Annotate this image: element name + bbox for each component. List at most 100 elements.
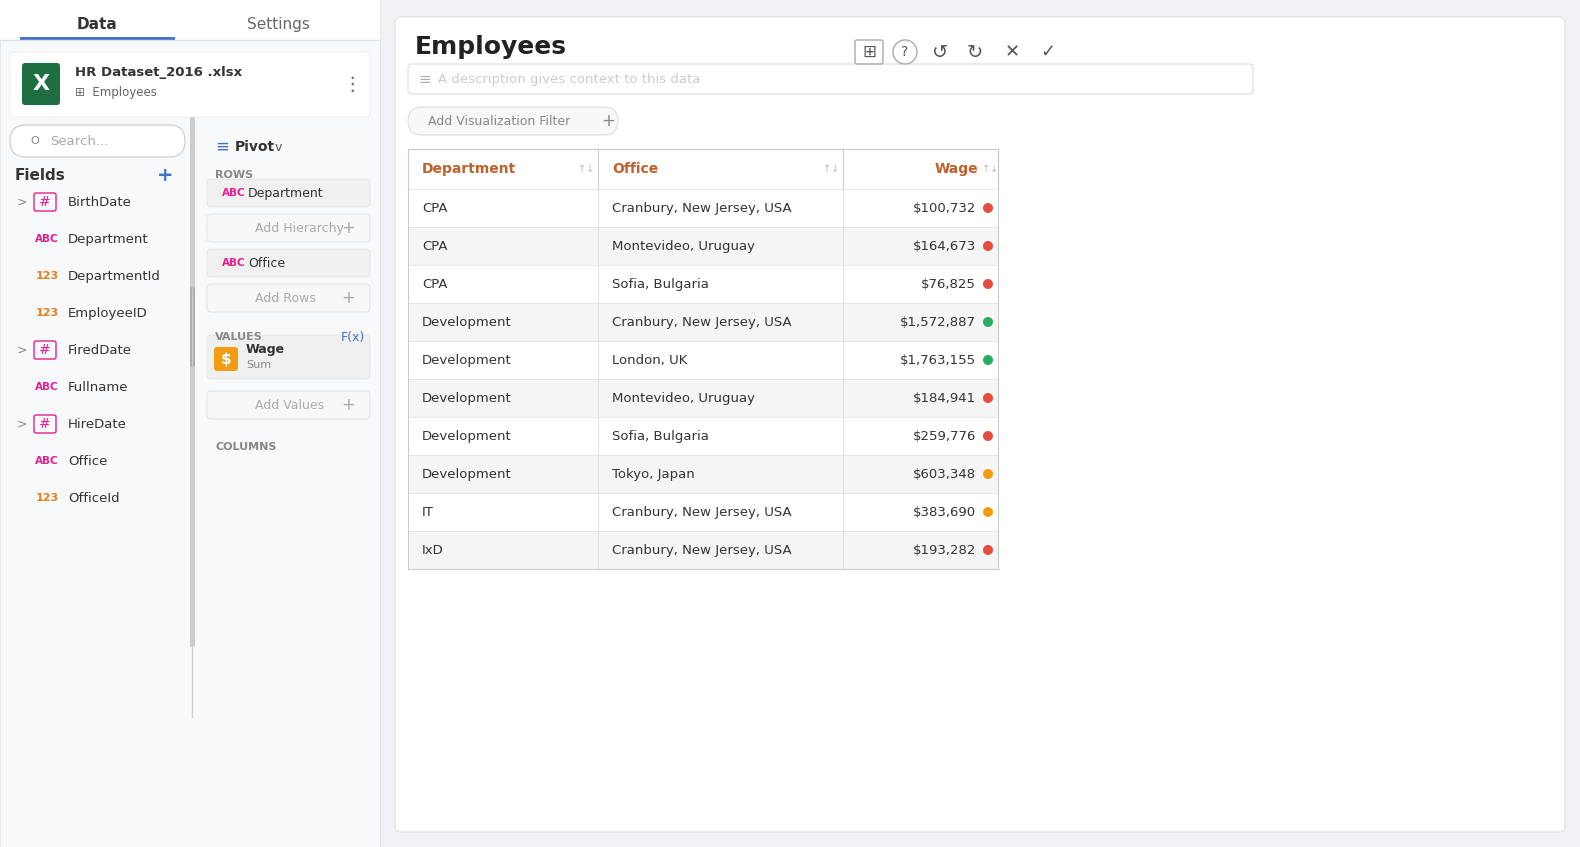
Bar xyxy=(21,37,175,40)
Circle shape xyxy=(983,355,992,365)
FancyBboxPatch shape xyxy=(395,17,1566,832)
Text: $259,776: $259,776 xyxy=(913,429,976,442)
FancyBboxPatch shape xyxy=(207,335,370,379)
Text: Add Rows: Add Rows xyxy=(254,291,316,305)
Text: HR Dataset_2016 .xlsx: HR Dataset_2016 .xlsx xyxy=(74,65,242,79)
Text: +: + xyxy=(341,289,356,307)
Bar xyxy=(408,303,999,341)
Text: +: + xyxy=(156,165,174,185)
Text: ✕: ✕ xyxy=(1005,43,1019,61)
Text: $1,763,155: $1,763,155 xyxy=(901,353,976,367)
Text: O: O xyxy=(30,136,40,146)
Text: ≡: ≡ xyxy=(419,71,431,86)
Text: DepartmentId: DepartmentId xyxy=(68,269,161,283)
Text: Wage: Wage xyxy=(246,342,284,356)
Text: Fullname: Fullname xyxy=(68,380,128,394)
Text: $603,348: $603,348 xyxy=(913,468,976,480)
Text: Development: Development xyxy=(422,429,512,442)
Text: #: # xyxy=(40,195,51,209)
Text: BirthDate: BirthDate xyxy=(68,196,131,208)
Text: #: # xyxy=(40,343,51,357)
Text: $383,690: $383,690 xyxy=(913,506,976,518)
Text: Development: Development xyxy=(422,353,512,367)
Text: OfficeId: OfficeId xyxy=(68,491,120,505)
Bar xyxy=(408,227,999,265)
Text: Pivot: Pivot xyxy=(235,140,275,154)
Text: +: + xyxy=(341,396,356,414)
Text: Cranbury, New Jersey, USA: Cranbury, New Jersey, USA xyxy=(611,202,792,214)
Text: CPA: CPA xyxy=(422,240,447,252)
Text: ?: ? xyxy=(901,45,908,59)
Text: ABC: ABC xyxy=(223,258,245,268)
Text: FiredDate: FiredDate xyxy=(68,344,133,357)
Text: EmployeeID: EmployeeID xyxy=(68,307,149,319)
Text: Department: Department xyxy=(68,232,149,246)
Text: London, UK: London, UK xyxy=(611,353,687,367)
Text: ≡: ≡ xyxy=(215,138,229,156)
Text: IT: IT xyxy=(422,506,434,518)
Bar xyxy=(408,189,999,227)
Bar xyxy=(408,265,999,303)
Text: Cranbury, New Jersey, USA: Cranbury, New Jersey, USA xyxy=(611,506,792,518)
Text: ↑↓: ↑↓ xyxy=(981,164,999,174)
Text: ⋮: ⋮ xyxy=(343,75,362,93)
Text: Development: Development xyxy=(422,391,512,405)
Text: ABC: ABC xyxy=(223,188,245,198)
Text: 123: 123 xyxy=(35,271,58,281)
Text: Department: Department xyxy=(248,186,324,200)
Text: Montevideo, Uruguay: Montevideo, Uruguay xyxy=(611,240,755,252)
Circle shape xyxy=(983,279,992,289)
Text: >: > xyxy=(17,196,27,208)
Circle shape xyxy=(983,317,992,327)
Text: $: $ xyxy=(221,352,231,367)
FancyBboxPatch shape xyxy=(207,284,370,312)
Text: Sum: Sum xyxy=(246,360,272,370)
Text: Office: Office xyxy=(68,455,107,468)
Text: CPA: CPA xyxy=(422,202,447,214)
Text: F(x): F(x) xyxy=(341,330,365,344)
Circle shape xyxy=(983,393,992,403)
Text: A description gives context to this data: A description gives context to this data xyxy=(438,73,700,86)
Text: ABC: ABC xyxy=(35,382,58,392)
FancyBboxPatch shape xyxy=(408,64,1253,94)
Text: Add Hierarchy: Add Hierarchy xyxy=(254,222,344,235)
Text: Settings: Settings xyxy=(246,16,310,31)
Text: Fields: Fields xyxy=(14,168,66,182)
Bar xyxy=(408,379,999,417)
Text: Montevideo, Uruguay: Montevideo, Uruguay xyxy=(611,391,755,405)
Text: >: > xyxy=(17,344,27,357)
FancyBboxPatch shape xyxy=(213,347,239,371)
FancyBboxPatch shape xyxy=(207,179,370,207)
Text: CPA: CPA xyxy=(422,278,447,291)
Text: 123: 123 xyxy=(35,493,58,503)
Text: Sofia, Bulgaria: Sofia, Bulgaria xyxy=(611,429,709,442)
Text: Sofia, Bulgaria: Sofia, Bulgaria xyxy=(611,278,709,291)
Text: ROWS: ROWS xyxy=(215,170,253,180)
Circle shape xyxy=(983,241,992,251)
Text: Cranbury, New Jersey, USA: Cranbury, New Jersey, USA xyxy=(611,544,792,556)
Bar xyxy=(382,0,1580,847)
Text: $193,282: $193,282 xyxy=(913,544,976,556)
Text: +: + xyxy=(341,219,356,237)
Text: ↺: ↺ xyxy=(932,42,948,62)
Text: #: # xyxy=(40,417,51,431)
Text: Cranbury, New Jersey, USA: Cranbury, New Jersey, USA xyxy=(611,315,792,329)
Text: HireDate: HireDate xyxy=(68,418,126,430)
Text: $184,941: $184,941 xyxy=(913,391,976,405)
Text: 123: 123 xyxy=(35,308,58,318)
Text: VALUES: VALUES xyxy=(215,332,262,342)
Circle shape xyxy=(983,203,992,213)
FancyBboxPatch shape xyxy=(207,391,370,419)
Circle shape xyxy=(983,469,992,479)
Text: Office: Office xyxy=(611,162,659,176)
Bar xyxy=(0,0,381,40)
Text: $100,732: $100,732 xyxy=(913,202,976,214)
Text: $76,825: $76,825 xyxy=(921,278,976,291)
Bar xyxy=(408,493,999,531)
Text: $164,673: $164,673 xyxy=(913,240,976,252)
FancyBboxPatch shape xyxy=(190,117,194,647)
Circle shape xyxy=(983,431,992,441)
FancyBboxPatch shape xyxy=(190,287,194,367)
Text: Add Visualization Filter: Add Visualization Filter xyxy=(428,114,570,128)
Text: Office: Office xyxy=(248,257,284,269)
